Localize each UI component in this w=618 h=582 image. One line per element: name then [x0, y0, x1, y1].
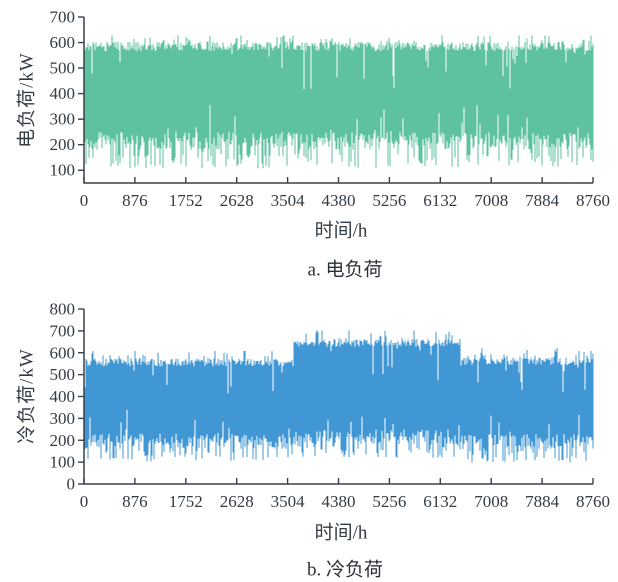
cooling-load-y-tick-label: 700: [50, 321, 76, 340]
cooling-load-y-tick-label: 600: [50, 343, 76, 362]
cooling-load-x-tick-label: 8760: [576, 492, 610, 511]
cooling-load-x-tick-label: 3504: [271, 492, 306, 511]
cooling-load-y-tick-label: 400: [50, 387, 76, 406]
cooling-load-x-tick-label: 876: [122, 492, 148, 511]
cooling-load-series: [83, 330, 594, 463]
electric-load-y-tick-label: 100: [50, 161, 76, 180]
electric-load-y-tick-label: 700: [50, 8, 76, 27]
cooling-load-y-tick-label: 100: [50, 453, 76, 472]
cooling-load-x-tick-label: 5256: [372, 492, 406, 511]
electric-load-x-tick-label: 5256: [372, 191, 406, 210]
cooling-load-x-tick-label: 7008: [474, 492, 508, 511]
electric-chart-caption: a. 电负荷: [307, 259, 383, 281]
electric-load-x-tick-label: 2628: [220, 191, 254, 210]
cooling-load-x-tick-label: 6132: [423, 492, 457, 511]
cooling-load-x-tick-label: 4380: [322, 492, 356, 511]
electric-load-series: [83, 35, 594, 169]
cooling-load-y-tick-label: 300: [50, 409, 76, 428]
electric-x-axis-label: 时间/h: [314, 220, 368, 242]
electric-load-y-tick-label: 300: [50, 110, 76, 129]
electric-load-x-tick-label: 876: [122, 191, 148, 210]
cooling-chart-caption: b. 冷负荷: [306, 559, 384, 581]
electric-load-x-tick-label: 7884: [525, 191, 560, 210]
cooling-load-y-tick-label: 0: [67, 475, 76, 494]
electric-y-axis-label: 电负荷/kW: [16, 52, 38, 148]
cooling-load-y-tick-label: 500: [50, 365, 76, 384]
cooling-load-y-tick-label: 800: [50, 300, 76, 319]
cooling-x-axis-label: 时间/h: [314, 522, 368, 544]
electric-load-y-tick-label: 400: [50, 84, 76, 103]
electric-load-x-tick-label: 8760: [576, 191, 610, 210]
cooling-load-x-tick-label: 1752: [169, 492, 203, 511]
electric-load-x-tick-label: 3504: [271, 191, 306, 210]
electric-load-y-tick-label: 500: [50, 59, 76, 78]
electric-load-y-tick-label: 200: [50, 135, 76, 154]
cooling-load-x-tick-label: 7884: [525, 492, 560, 511]
electric-load-x-tick-label: 0: [80, 191, 89, 210]
cooling-load-x-tick-label: 2628: [220, 492, 254, 511]
cooling-y-axis-label: 冷负荷/kW: [16, 348, 38, 444]
electric-load-y-tick-label: 600: [50, 33, 76, 52]
cooling-load-x-tick-label: 0: [80, 492, 89, 511]
electric-load-x-tick-label: 4380: [322, 191, 356, 210]
electric-load-x-tick-label: 1752: [169, 191, 203, 210]
cooling-load-y-tick-label: 200: [50, 431, 76, 450]
electric-load-x-tick-label: 7008: [474, 191, 508, 210]
electric-load-x-tick-label: 6132: [423, 191, 457, 210]
